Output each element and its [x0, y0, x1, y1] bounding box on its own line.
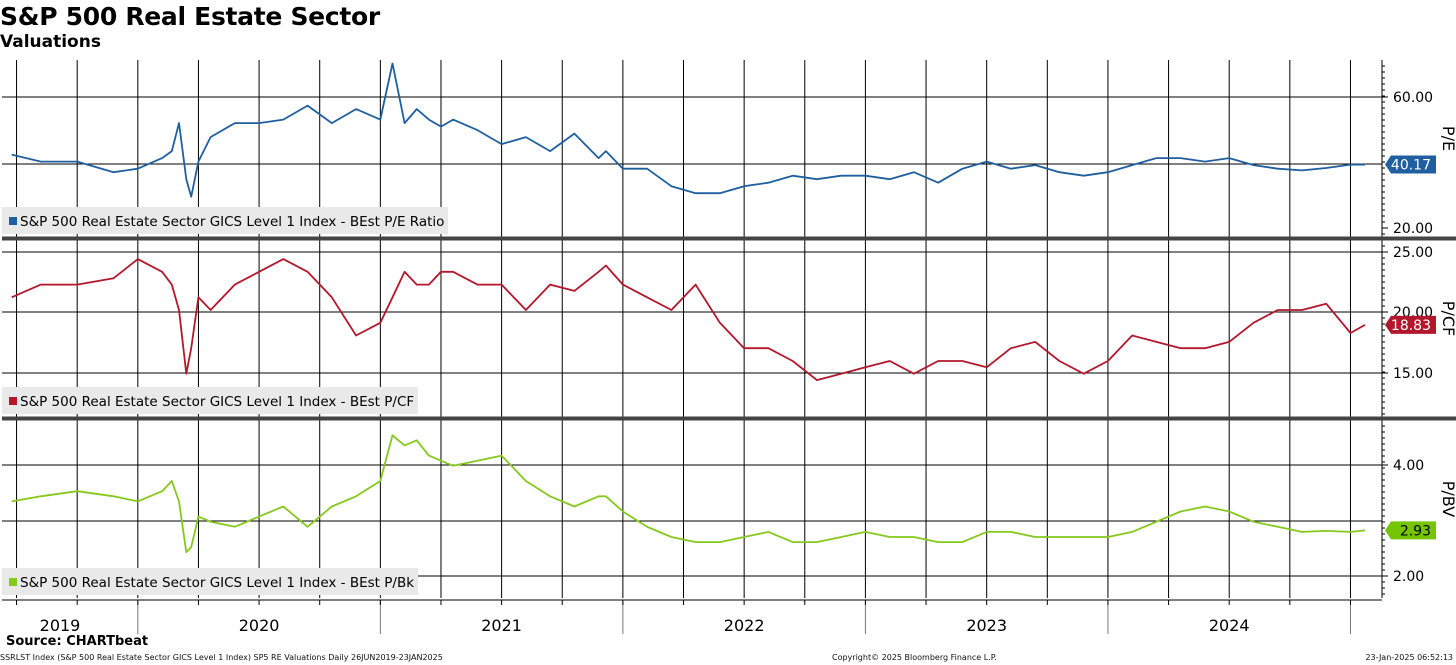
legend-label: S&P 500 Real Estate Sector GICS Level 1 …	[20, 214, 444, 230]
x-tick-label-2019: 2019	[40, 616, 81, 635]
y-tick-label: 25.00	[1393, 245, 1433, 261]
legend-swatch-pbv	[9, 578, 17, 586]
y-tick-label: 15.00	[1393, 366, 1433, 382]
legend-background	[2, 207, 448, 234]
legend-label: S&P 500 Real Estate Sector GICS Level 1 …	[20, 394, 414, 410]
y-tick-label: 20.00	[1393, 221, 1433, 237]
y-axis-title: P/BV	[1439, 481, 1456, 518]
x-tick-label-2023: 2023	[966, 616, 1007, 635]
footer-copyright: Copyright© 2025 Bloomberg Finance L.P.	[832, 653, 997, 662]
y-tick-label: 2.00	[1393, 569, 1424, 585]
y-tick-label: 60.00	[1393, 90, 1433, 106]
footer-index-description: SSRLST Index (S&P 500 Real Estate Sector…	[0, 653, 443, 662]
chart-title: S&P 500 Real Estate Sector	[0, 2, 380, 31]
last-value-tag-pbv	[1385, 521, 1436, 540]
y-axis-title: P/E	[1439, 126, 1456, 151]
last-value-label: 2.93	[1400, 523, 1431, 539]
last-value-label: 40.17	[1391, 158, 1431, 174]
last-value-tag-pe	[1385, 155, 1436, 174]
legend-swatch-pcf	[9, 397, 17, 405]
series-line-pe	[11, 62, 1365, 198]
footer-timestamp: 23-Jan-2025 06:52:13	[1365, 653, 1453, 662]
y-axis-title: P/CF	[1439, 301, 1456, 336]
chart-subtitle: Valuations	[0, 32, 101, 52]
x-tick-label-2020: 2020	[239, 616, 280, 635]
legend-swatch-pe	[9, 217, 17, 225]
source-label: Source: CHARTbeat	[6, 634, 149, 649]
legend-background	[2, 568, 418, 595]
series-line-pcf	[11, 258, 1366, 382]
y-tick-label: 4.00	[1393, 458, 1424, 474]
last-value-label: 18.83	[1391, 318, 1431, 334]
legend-background	[2, 387, 418, 414]
x-tick-label-2024: 2024	[1209, 616, 1250, 635]
x-tick-label-2021: 2021	[481, 616, 522, 635]
last-value-tag-pcf	[1385, 315, 1436, 334]
legend-label: S&P 500 Real Estate Sector GICS Level 1 …	[20, 575, 414, 591]
x-tick-label-2022: 2022	[724, 616, 765, 635]
series-line-pbv	[11, 434, 1366, 554]
